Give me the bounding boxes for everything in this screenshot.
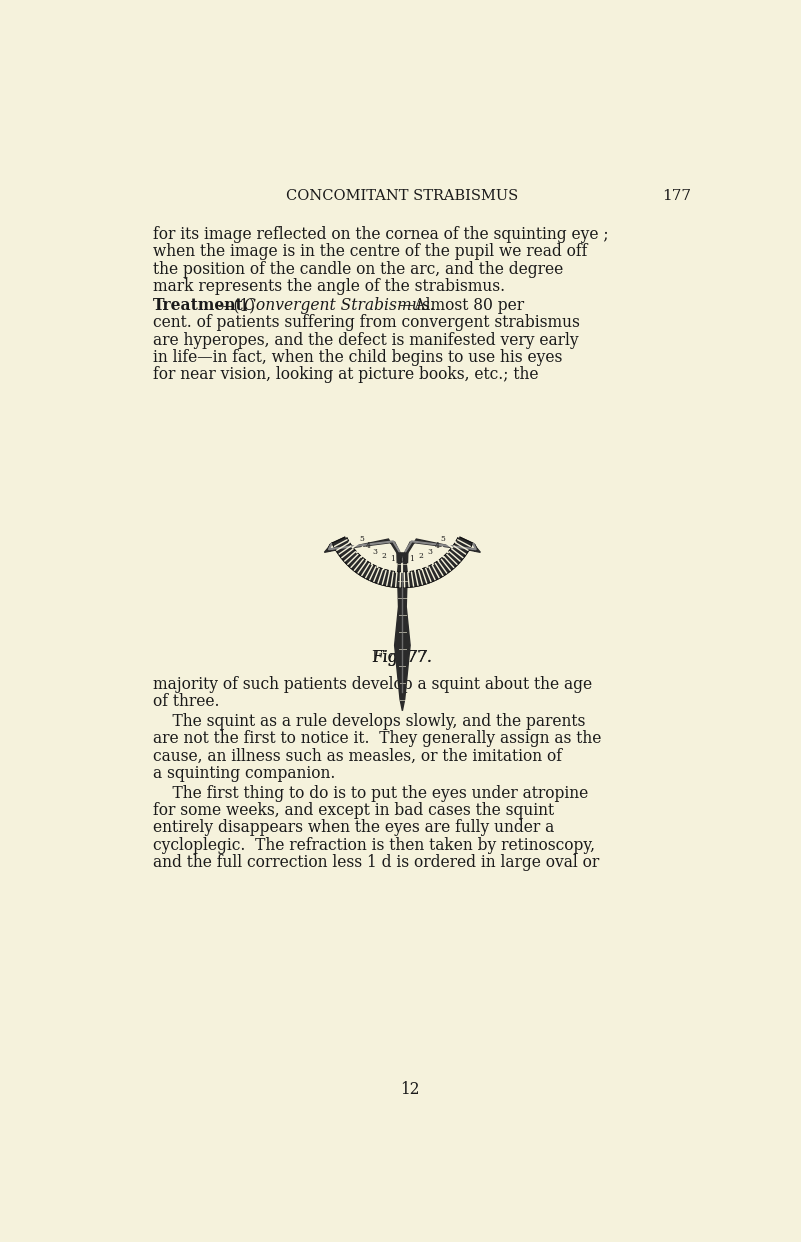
Text: cause, an illness such as measles, or the imitation of: cause, an illness such as measles, or th… [153,748,562,765]
Text: 4: 4 [365,542,370,550]
Text: a squinting companion.: a squinting companion. [153,765,335,782]
Text: 3: 3 [427,548,432,556]
Text: CONCOMITANT STRABISMUS: CONCOMITANT STRABISMUS [286,189,518,204]
Text: 5: 5 [360,535,364,543]
Text: and the full correction less 1 d is ordered in large oval or: and the full correction less 1 d is orde… [153,854,599,871]
Text: Treatment.: Treatment. [153,297,249,314]
Polygon shape [405,539,481,553]
Text: for some weeks, and except in bad cases the squint: for some weeks, and except in bad cases … [153,802,554,818]
Text: 0: 0 [400,556,405,564]
Text: of three.: of three. [153,693,219,710]
Text: —Almost 80 per: —Almost 80 per [399,297,525,314]
Text: majority of such patients develop a squint about the age: majority of such patients develop a squi… [153,676,592,693]
Text: entirely disappears when the eyes are fully under a: entirely disappears when the eyes are fu… [153,820,554,836]
Text: cycloplegic.  The refraction is then taken by retinoscopy,: cycloplegic. The refraction is then take… [153,837,595,853]
Polygon shape [324,539,400,553]
Text: 1: 1 [390,555,396,563]
Text: when the image is in the centre of the pupil we read off: when the image is in the centre of the p… [153,243,587,261]
Text: 3: 3 [372,548,378,556]
Text: mark represents the angle of the strabismus.: mark represents the angle of the strabis… [153,278,505,296]
Polygon shape [332,537,473,587]
Text: —(1): —(1) [218,297,260,314]
Text: The squint as a rule develops slowly, and the parents: The squint as a rule develops slowly, an… [153,713,586,730]
Polygon shape [395,553,410,710]
Text: 12: 12 [400,1081,420,1098]
Text: The first thing to do is to put the eyes under atropine: The first thing to do is to put the eyes… [153,785,588,801]
Text: are not the first to notice it.  They generally assign as the: are not the first to notice it. They gen… [153,730,602,748]
Text: for its image reflected on the cornea of the squinting eye ;: for its image reflected on the cornea of… [153,226,609,243]
Text: for near vision, looking at picture books, etc.; the: for near vision, looking at picture book… [153,366,538,384]
Text: Convergent Strabismus.: Convergent Strabismus. [244,297,434,314]
Text: 1: 1 [409,555,414,563]
Text: the position of the candle on the arc, and the degree: the position of the candle on the arc, a… [153,261,563,278]
Text: 4: 4 [434,542,439,550]
Text: 5: 5 [441,535,445,543]
Text: 177: 177 [662,189,691,204]
Text: are hyperopes, and the defect is manifested very early: are hyperopes, and the defect is manifes… [153,332,578,349]
Text: cent. of patients suffering from convergent strabismus: cent. of patients suffering from converg… [153,314,580,332]
Text: 2: 2 [418,553,424,560]
Text: Fig. 77.: Fig. 77. [372,650,433,666]
Text: 2: 2 [381,553,386,560]
Text: Fig. 77.: Fig. 77. [372,650,433,666]
Text: in life—in fact, when the child begins to use his eyes: in life—in fact, when the child begins t… [153,349,562,366]
